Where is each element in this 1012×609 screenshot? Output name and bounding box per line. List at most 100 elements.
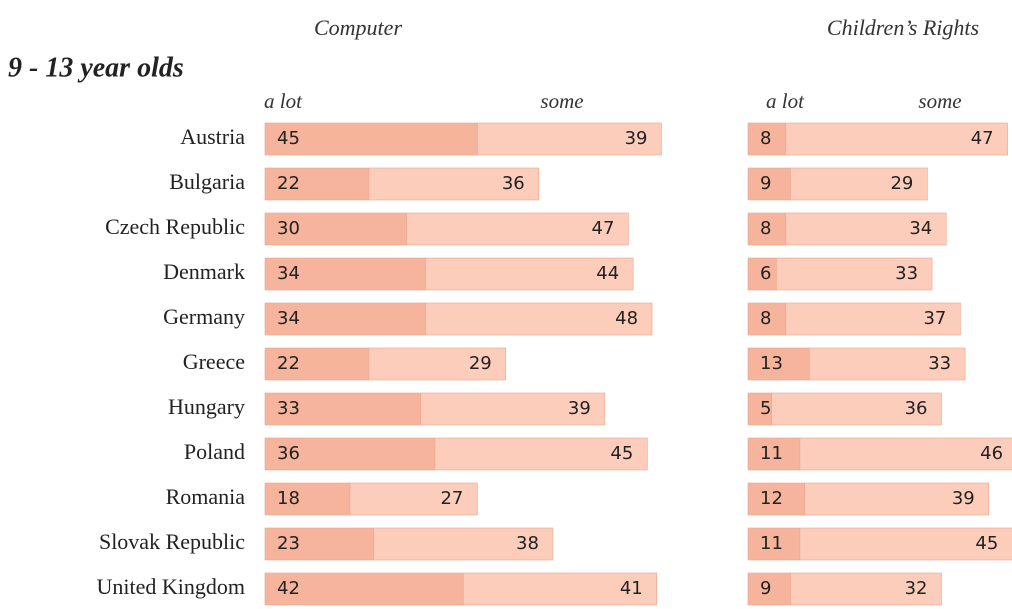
value-label: 39: [952, 488, 975, 509]
bar-segment: [747, 302, 787, 336]
bar-segment: [264, 527, 374, 561]
category-label: United Kingdom: [97, 574, 246, 599]
category-label: Hungary: [168, 394, 245, 419]
bar-segment: [747, 527, 801, 561]
series-label: some: [540, 89, 583, 113]
value-label: 23: [277, 533, 300, 554]
value-label: 42: [277, 578, 300, 599]
bar-segment: [776, 257, 933, 291]
value-label: 47: [592, 218, 615, 239]
bar-segment: [785, 122, 1008, 156]
value-label: 18: [277, 488, 300, 509]
value-label: 33: [277, 398, 300, 419]
value-label: 6: [760, 263, 771, 284]
bar-segment: [264, 437, 436, 471]
value-label: 37: [923, 308, 946, 329]
category-label: Slovak Republic: [99, 529, 245, 554]
value-label: 34: [909, 218, 932, 239]
bar-segment: [799, 437, 1012, 471]
value-label: 48: [615, 308, 638, 329]
value-label: 45: [277, 128, 300, 149]
bar-segment: [264, 257, 426, 291]
category-label: Poland: [184, 439, 245, 464]
bar-segment: [747, 167, 791, 201]
value-label: 45: [975, 533, 998, 554]
bar-segment: [747, 122, 787, 156]
bar-segment: [747, 482, 805, 516]
bar-segment: [373, 527, 554, 561]
value-label: 39: [568, 398, 591, 419]
category-label: Czech Republic: [105, 214, 245, 239]
bar-segment: [790, 572, 942, 606]
bar-segment: [747, 572, 791, 606]
value-label: 27: [440, 488, 463, 509]
series-label: a lot: [264, 89, 303, 113]
bar-segment: [264, 122, 478, 156]
category-label: Austria: [180, 124, 245, 149]
value-label: 22: [277, 173, 300, 194]
value-label: 8: [760, 218, 771, 239]
value-label: 11: [760, 533, 783, 554]
bar-segment: [264, 302, 426, 336]
bar-segment: [785, 212, 947, 246]
value-label: 36: [277, 443, 300, 464]
value-label: 46: [980, 443, 1003, 464]
category-label: Bulgaria: [169, 169, 245, 194]
bar-segment: [809, 347, 966, 381]
bar-segment: [434, 437, 648, 471]
bar-segment: [425, 302, 653, 336]
value-label: 5: [760, 398, 771, 419]
value-label: 41: [620, 578, 643, 599]
heading: 9 - 13 year olds: [8, 52, 184, 83]
bar-segment: [264, 167, 370, 201]
bar-segment: [349, 482, 478, 516]
bar-segment: [406, 212, 629, 246]
series-label: some: [918, 89, 961, 113]
value-label: 29: [469, 353, 492, 374]
bar-segment: [477, 122, 662, 156]
bar-segment: [368, 347, 507, 381]
bar-segment: [368, 167, 540, 201]
value-label: 33: [895, 263, 918, 284]
value-label: 22: [277, 353, 300, 374]
value-label: 8: [760, 308, 771, 329]
value-label: 30: [277, 218, 300, 239]
value-label: 34: [277, 308, 300, 329]
panel-title: Computer: [314, 15, 402, 40]
bar-segment: [747, 437, 801, 471]
category-label: Romania: [166, 484, 246, 509]
bar-segment: [747, 212, 787, 246]
panel-title: Children’s Rights: [827, 15, 979, 40]
bar-segment: [264, 392, 422, 426]
bar-segment: [785, 302, 961, 336]
bar-segment: [790, 167, 928, 201]
value-label: 9: [760, 173, 771, 194]
value-label: 39: [625, 128, 648, 149]
value-label: 38: [516, 533, 539, 554]
value-label: 44: [596, 263, 619, 284]
bar-segment: [425, 257, 634, 291]
bar-segment: [747, 257, 777, 291]
value-label: 36: [502, 173, 525, 194]
category-label: Denmark: [163, 259, 245, 284]
value-label: 36: [905, 398, 928, 419]
value-label: 9: [760, 578, 771, 599]
value-label: 12: [760, 488, 783, 509]
value-label: 11: [760, 443, 783, 464]
value-label: 32: [905, 578, 928, 599]
value-label: 47: [971, 128, 994, 149]
value-label: 45: [610, 443, 633, 464]
value-label: 33: [928, 353, 951, 374]
bar-segment: [804, 482, 990, 516]
bar-segment: [420, 392, 606, 426]
value-label: 29: [890, 173, 913, 194]
bar-segment: [264, 572, 464, 606]
value-label: 34: [277, 263, 300, 284]
bar-segment: [771, 392, 942, 426]
bar-segment: [264, 482, 351, 516]
bar-segment: [799, 527, 1012, 561]
value-label: 13: [760, 353, 783, 374]
series-label: a lot: [766, 89, 805, 113]
bar-segment: [462, 572, 658, 606]
